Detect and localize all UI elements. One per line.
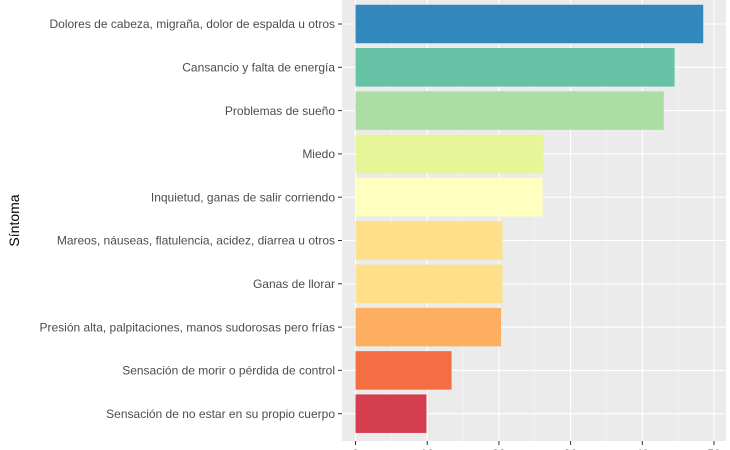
y-tick-label: Presión alta, palpitaciones, manos sudor… [40,320,336,334]
bar [355,48,675,87]
bars [355,4,704,433]
y-tick-label: Sensación de no estar en su propio cuerp… [106,407,335,421]
bar [355,221,503,260]
bar [355,4,704,44]
bar [355,307,502,347]
y-tick-label: Ganas de llorar [253,277,335,291]
x-axis: 0 10 20 30 40 50 [352,441,721,450]
x-tick-label: 50 [707,447,721,450]
bar [355,91,664,130]
bar [355,394,427,433]
x-tick-label: 40 [636,447,650,450]
x-tick-label: 10 [421,447,435,450]
y-tick-label: Sensación de morir o pérdida de control [122,364,335,378]
x-tick-label: 20 [492,447,506,450]
y-tick-label: Inquietud, ganas de salir corriendo [151,190,335,204]
y-tick-label: Cansancio y falta de energía [182,61,335,75]
y-tick-label: Dolores de cabeza, migraña, dolor de esp… [49,17,335,31]
y-axis: Dolores de cabeza, migraña, dolor de esp… [40,17,342,421]
x-tick-label: 0 [352,447,359,450]
y-tick-label: Mareos, náuseas, flatulencia, acidez, di… [57,234,335,248]
bar [355,351,452,390]
x-tick-label: 30 [564,447,578,450]
bar [355,134,544,174]
bar [355,264,503,304]
y-axis-title: Síntoma [6,194,22,246]
bar [355,177,543,217]
y-tick-label: Problemas de sueño [225,104,335,118]
y-tick-label: Miedo [302,147,335,161]
